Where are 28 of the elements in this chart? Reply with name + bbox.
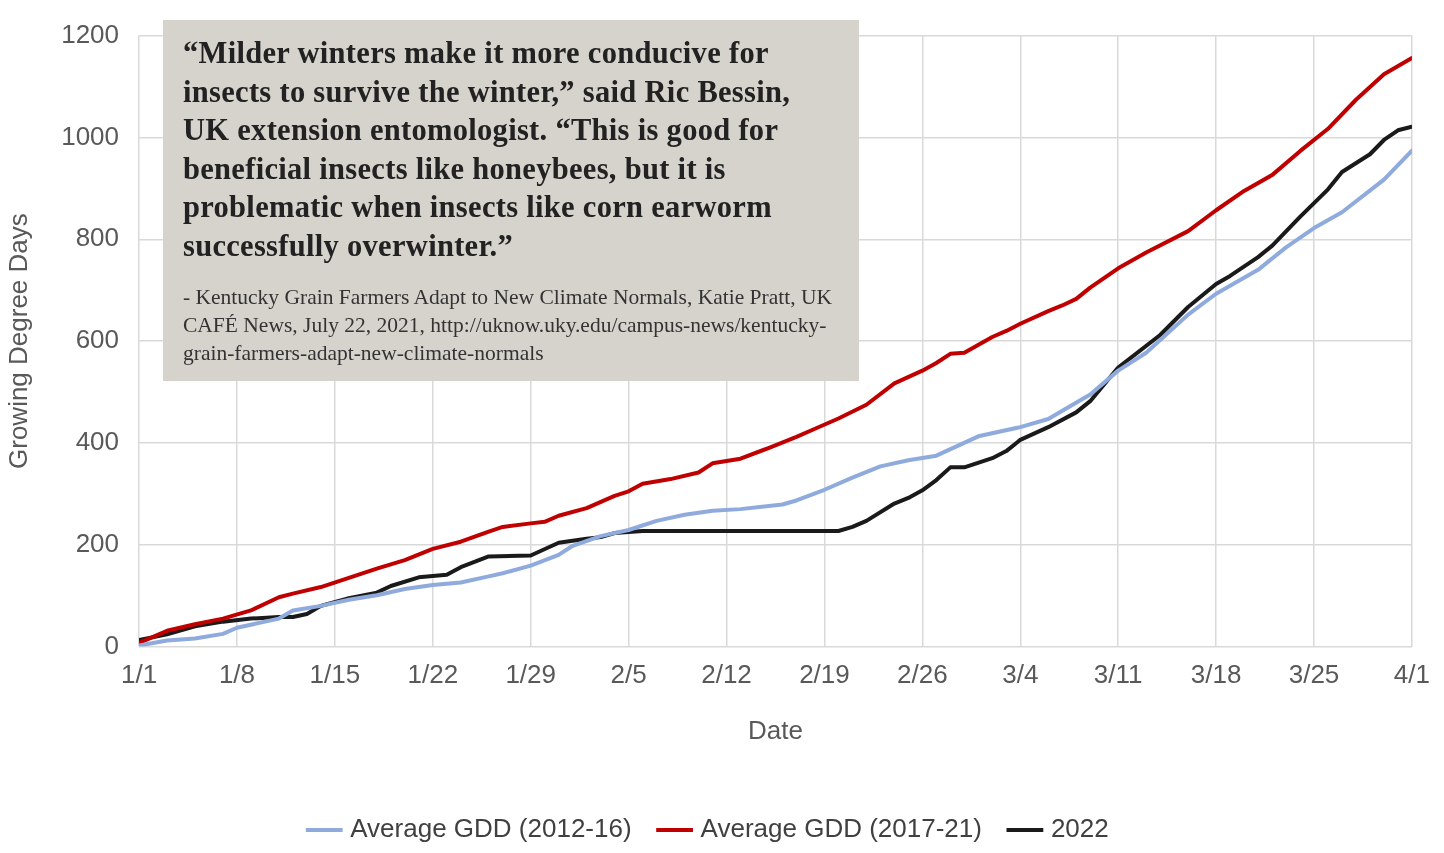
- x-tick-label: 1/8: [218, 659, 256, 690]
- annotation: - Kentucky Grain Farmers Adapt to New Climate Normals, Katie Pratt, UK CAFÉ News, July 22, 2021, http://uknow.uky.edu/campus-news/kentucky-grain-farmers-adapt-new-climate-normals: [183, 284, 834, 367]
- x-tick-label: 1/29: [505, 659, 556, 690]
- x-tick-label: 1/22: [407, 659, 459, 690]
- y-tick-label: 0: [104, 629, 120, 660]
- legend-label: Average GDD (2012-16): [350, 813, 632, 844]
- x-tick-label: 3/11: [1093, 659, 1143, 690]
- y-tick-label: 200: [75, 527, 120, 558]
- x-tick-label: 4/1: [1393, 659, 1431, 690]
- x-tick-label: 3/18: [1190, 659, 1242, 690]
- annotation: “Milder winters make it more conducive for insects to survive the winter,” said Ric Bessin, UK extension entomologist. “This is good for beneficial insects like honeybees, but it is problematic when insects like corn earworm successfully overwinter.”: [183, 35, 792, 265]
- x-tick-label: 2/26: [897, 659, 948, 690]
- legend-label: Average GDD (2017-21): [700, 813, 982, 844]
- x-tick-label: 3/25: [1288, 659, 1340, 690]
- x-tick-label: 3/4: [1002, 659, 1039, 690]
- y-tick-label: 600: [75, 324, 120, 355]
- x-tick-label: 2/12: [701, 659, 752, 690]
- y-tick-label: 400: [75, 426, 120, 457]
- x-axis-title: Date: [748, 714, 803, 745]
- x-tick-label: 1/1: [120, 659, 158, 690]
- x-tick-label: 2/19: [799, 659, 850, 690]
- y-axis-title: Growing Degree Days: [2, 213, 33, 469]
- y-tick-label: 800: [75, 222, 120, 253]
- x-tick-label: 1/15: [309, 659, 361, 690]
- x-tick-label: 2/5: [610, 659, 647, 690]
- y-tick-label: 1200: [61, 18, 120, 49]
- y-tick-label: 1000: [61, 120, 120, 151]
- legend-label: 2022: [1050, 813, 1109, 844]
